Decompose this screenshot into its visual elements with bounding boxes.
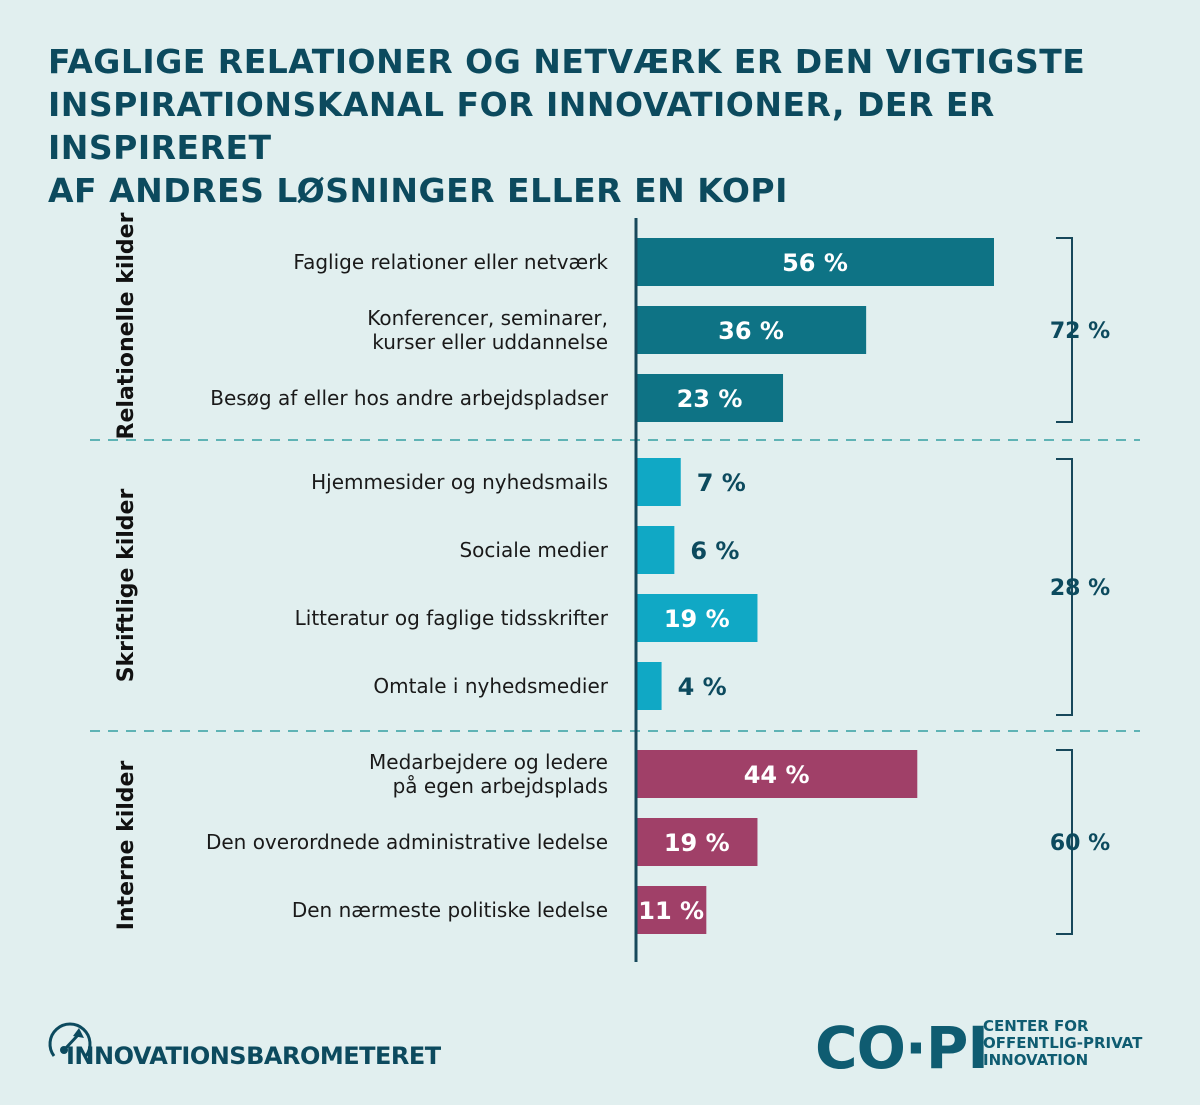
data-label: 19 % (664, 605, 730, 633)
category-label: Faglige relationer eller netværk (293, 250, 608, 274)
category-label: Omtale i nyhedsmedier (373, 674, 608, 698)
data-label: 44 % (744, 761, 810, 789)
title-line-1: FAGLIGE RELATIONER OG NETVÆRK ER DEN VIG… (48, 42, 1086, 81)
bar (636, 458, 681, 506)
category-label: Besøg af eller hos andre arbejdspladser (210, 386, 609, 410)
innovationsbarometeret-logo: INNOVATIONSBAROMETERET (46, 1018, 466, 1078)
group-total-label: 72 % (1050, 319, 1110, 344)
group-bracket (1056, 749, 1073, 935)
bar (636, 374, 784, 422)
compass-arrow-icon (48, 1022, 92, 1057)
group-total-label: 60 % (1050, 831, 1110, 856)
group-label: Relationelle kilder (114, 212, 139, 439)
category-label: Litteratur og faglige tidsskrifter (295, 606, 609, 630)
copi-logo: CO·PI CENTER FOR OFFENTLIG-PRIVAT INNOVA… (815, 1014, 1175, 1084)
bar (636, 750, 918, 798)
data-label: 4 % (678, 673, 727, 701)
group-total-label: 28 % (1050, 576, 1110, 601)
data-label: 19 % (664, 829, 730, 857)
data-label: 36 % (718, 317, 784, 345)
group-label: Interne kilder (114, 761, 139, 931)
bar (636, 238, 994, 286)
copi-tagline-line-3: INNOVATION (983, 1051, 1089, 1069)
data-label: 7 % (697, 469, 746, 497)
copi-tagline-line-2: OFFENTLIG-PRIVAT (983, 1034, 1143, 1052)
category-label: på egen arbejdsplads (393, 774, 608, 798)
category-label: kurser eller uddannelse (372, 330, 608, 354)
bar (636, 886, 707, 934)
category-label: Den overordnede administrative ledelse (206, 830, 608, 854)
bar (636, 818, 758, 866)
bar (636, 306, 867, 354)
copi-tagline-line-1: CENTER FOR (983, 1017, 1089, 1035)
category-label: Konferencer, seminarer, (367, 306, 608, 330)
bar (636, 526, 675, 574)
title-line-2: INSPIRATIONSKANAL FOR INNOVATIONER, DER … (48, 85, 995, 167)
category-label: Hjemmesider og nyhedsmails (311, 470, 608, 494)
category-label: Medarbejdere og ledere (369, 750, 608, 774)
category-label: Den nærmeste politiske ledelse (292, 898, 608, 922)
category-label: Sociale medier (459, 538, 608, 562)
title-line-3: AF ANDRES LØSNINGER ELLER EN KOPI (48, 171, 788, 210)
innovationsbarometeret-text: INNOVATIONSBAROMETERET (66, 1042, 441, 1070)
group-bracket (1056, 458, 1073, 716)
bar (636, 594, 758, 642)
bar-chart: Relationelle kilder Faglige relationer el… (90, 212, 1140, 962)
group-label: Skriftlige kilder (114, 489, 139, 683)
data-label: 56 % (782, 249, 848, 277)
data-label: 6 % (690, 537, 739, 565)
data-label: 23 % (677, 385, 743, 413)
bar (636, 662, 662, 710)
chart-title: FAGLIGE RELATIONER OG NETVÆRK ER DEN VIG… (48, 40, 1168, 212)
copi-tagline: CENTER FOR OFFENTLIG-PRIVAT INNOVATION (983, 1018, 1142, 1069)
copi-mark: CO·PI (815, 1014, 989, 1082)
data-label: 11 % (638, 897, 704, 925)
group-bracket (1056, 237, 1073, 423)
